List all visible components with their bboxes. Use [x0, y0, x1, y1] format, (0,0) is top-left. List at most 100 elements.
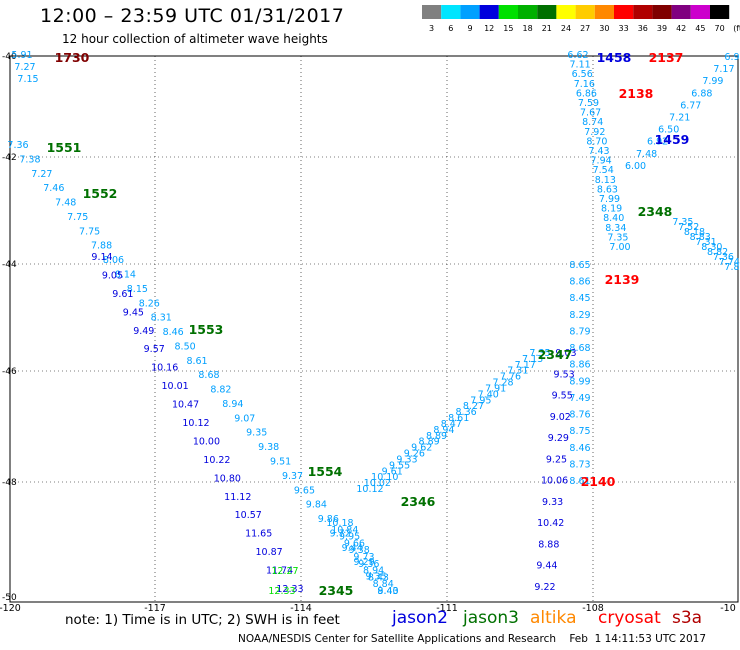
wave-height-label: 8.94 [363, 566, 384, 577]
wave-height-label: 9.37 [282, 471, 303, 482]
wave-height-label: 7.54 [593, 165, 614, 176]
wave-height-label: 7.31 [695, 237, 716, 248]
wave-height-label: 8.19 [601, 204, 622, 215]
y-tick-label: -48 [2, 478, 17, 488]
legend-bin-label: 3 [429, 24, 434, 33]
legend-swatch [652, 5, 672, 19]
wave-height-label: 8.26 [139, 298, 160, 309]
legend-swatch [556, 5, 576, 19]
wave-height-label: 7.48 [55, 198, 76, 209]
wave-height-label: 7.74 [719, 257, 740, 268]
wave-height-label: 7.27 [31, 169, 52, 180]
wave-height-label: 8.31 [151, 313, 172, 324]
wave-height-label: 9.45 [123, 307, 144, 318]
legend-swatch [690, 5, 710, 19]
y-tick-label: -44 [2, 260, 17, 270]
track-time-label: 1553 [189, 322, 224, 337]
x-tick-label: -117 [144, 603, 166, 614]
wave-height-label: 9.29 [354, 557, 375, 568]
track-time-label: 1554 [308, 464, 343, 479]
wave-height-label: 8.68 [198, 370, 219, 381]
track-time-label: 1459 [655, 132, 690, 147]
wave-height-label: 9.61 [382, 466, 403, 477]
wave-height-label: 10.80 [214, 473, 241, 484]
wave-height-label: 8.86 [569, 277, 590, 288]
mission-cryosat: cryosat [598, 608, 661, 628]
wave-height-label: 8.34 [605, 223, 626, 234]
wave-height-label: 6.88 [691, 88, 712, 99]
wave-height-label: 9.44 [536, 561, 557, 572]
wave-height-label: 9.07 [234, 413, 255, 424]
legend-swatch [498, 5, 518, 19]
wave-height-label: 10.87 [256, 547, 283, 558]
legend-bin-label: 9 [467, 24, 472, 33]
wave-height-label: 8.47 [441, 419, 462, 430]
map-frame [9, 55, 739, 603]
legend-bin-label: 36 [638, 24, 648, 33]
wave-height-label: 9.33 [396, 454, 417, 465]
wave-height-label: 9.84 [306, 500, 327, 511]
y-tick-label: -42 [2, 153, 17, 163]
mission-s3a: s3a [672, 608, 703, 628]
wave-height-label: 9.66 [344, 538, 365, 549]
wave-height-label: 8.45 [569, 293, 590, 304]
wave-height-label: 9.03 [555, 348, 576, 359]
wave-height-label: 8.94 [222, 399, 243, 410]
wave-height-label: 8.36 [456, 407, 477, 418]
x-tick-label: -114 [290, 603, 312, 614]
wave-height-label: 8.63 [597, 184, 618, 195]
wave-height-label: 6.50 [658, 125, 679, 136]
wave-height-label: 10.12 [182, 418, 209, 429]
wave-height-label: 12.33 [276, 584, 303, 595]
wave-height-label: 7.76 [500, 372, 521, 383]
wave-height-label: 7.36 [7, 140, 28, 151]
wave-height-label: 10.16 [151, 363, 178, 374]
wave-height-label: 9.33 [542, 497, 563, 508]
wave-height-label: 7.40 [478, 389, 499, 400]
legend-bin-label: 27 [580, 24, 590, 33]
wave-height-label: 9.35 [365, 572, 386, 583]
wave-height-label: 12.27 [271, 566, 298, 577]
mission-jason2: jason2 [392, 608, 448, 628]
grid-lines [10, 56, 738, 602]
wave-height-label: 6.86 [576, 88, 597, 99]
wave-height-label: 9.38 [258, 442, 279, 453]
legend-bin-label: 21 [542, 24, 552, 33]
wave-height-label: 7.43 [588, 146, 609, 157]
wave-height-label: 7.99 [702, 76, 723, 87]
wave-height-label: 9.49 [133, 326, 154, 337]
wave-height-label: 8.13 [595, 175, 616, 186]
wave-height-label: 7.28 [492, 378, 513, 389]
wave-height-label: 8.79 [569, 326, 590, 337]
legend-bin-label: 33 [619, 24, 629, 33]
wave-height-label: 8.70 [586, 136, 607, 147]
wave-height-label: 7.52 [678, 222, 699, 233]
wave-height-label: 8.61 [569, 476, 590, 487]
wave-height-label: 8.82 [707, 247, 728, 258]
axis-ticks: -120 -117 -114 -111 -108 -10 -40 -42 -44 -46 -48 -5… [0, 52, 736, 614]
wave-height-label: 9.55 [552, 391, 573, 402]
wave-height-label: 8.74 [582, 117, 603, 128]
satellite-tracks: 7.36 7.38 7.27 7.46 7.48 7.75 7.75 7.88 8.06 8.14… [7, 50, 740, 597]
wave-height-label: 9.22 [534, 582, 555, 593]
wave-height-label: 7.17 [713, 64, 734, 75]
wave-height-label: 8.73 [569, 459, 590, 470]
legend-bin-label: 24 [561, 24, 571, 33]
wave-height-label: 8.65 [569, 260, 590, 271]
wave-height-label: 8.61 [186, 356, 207, 367]
track-time-label: 2138 [619, 86, 654, 101]
wave-height-label: 10.57 [235, 510, 262, 521]
wave-height-label: 8.30 [701, 242, 722, 253]
map-subtitle: 12 hour collection of altimeter wave hei… [62, 32, 328, 46]
wave-height-label: 7.59 [578, 98, 599, 109]
wave-height-label: 7.75 [67, 212, 88, 223]
wave-height-label: 8.06 [103, 255, 124, 266]
wave-height-label: 8.18 [684, 227, 705, 238]
wave-height-label: 10.06 [541, 476, 568, 487]
wave-height-label: 7.94 [591, 156, 612, 167]
legend-swatch [575, 5, 595, 19]
wave-height-label: 7.67 [580, 108, 601, 119]
track-time-label: 1458 [597, 50, 632, 65]
wave-height-label: 9.72 [330, 528, 351, 539]
wave-height-label: 8.89 [419, 437, 440, 448]
